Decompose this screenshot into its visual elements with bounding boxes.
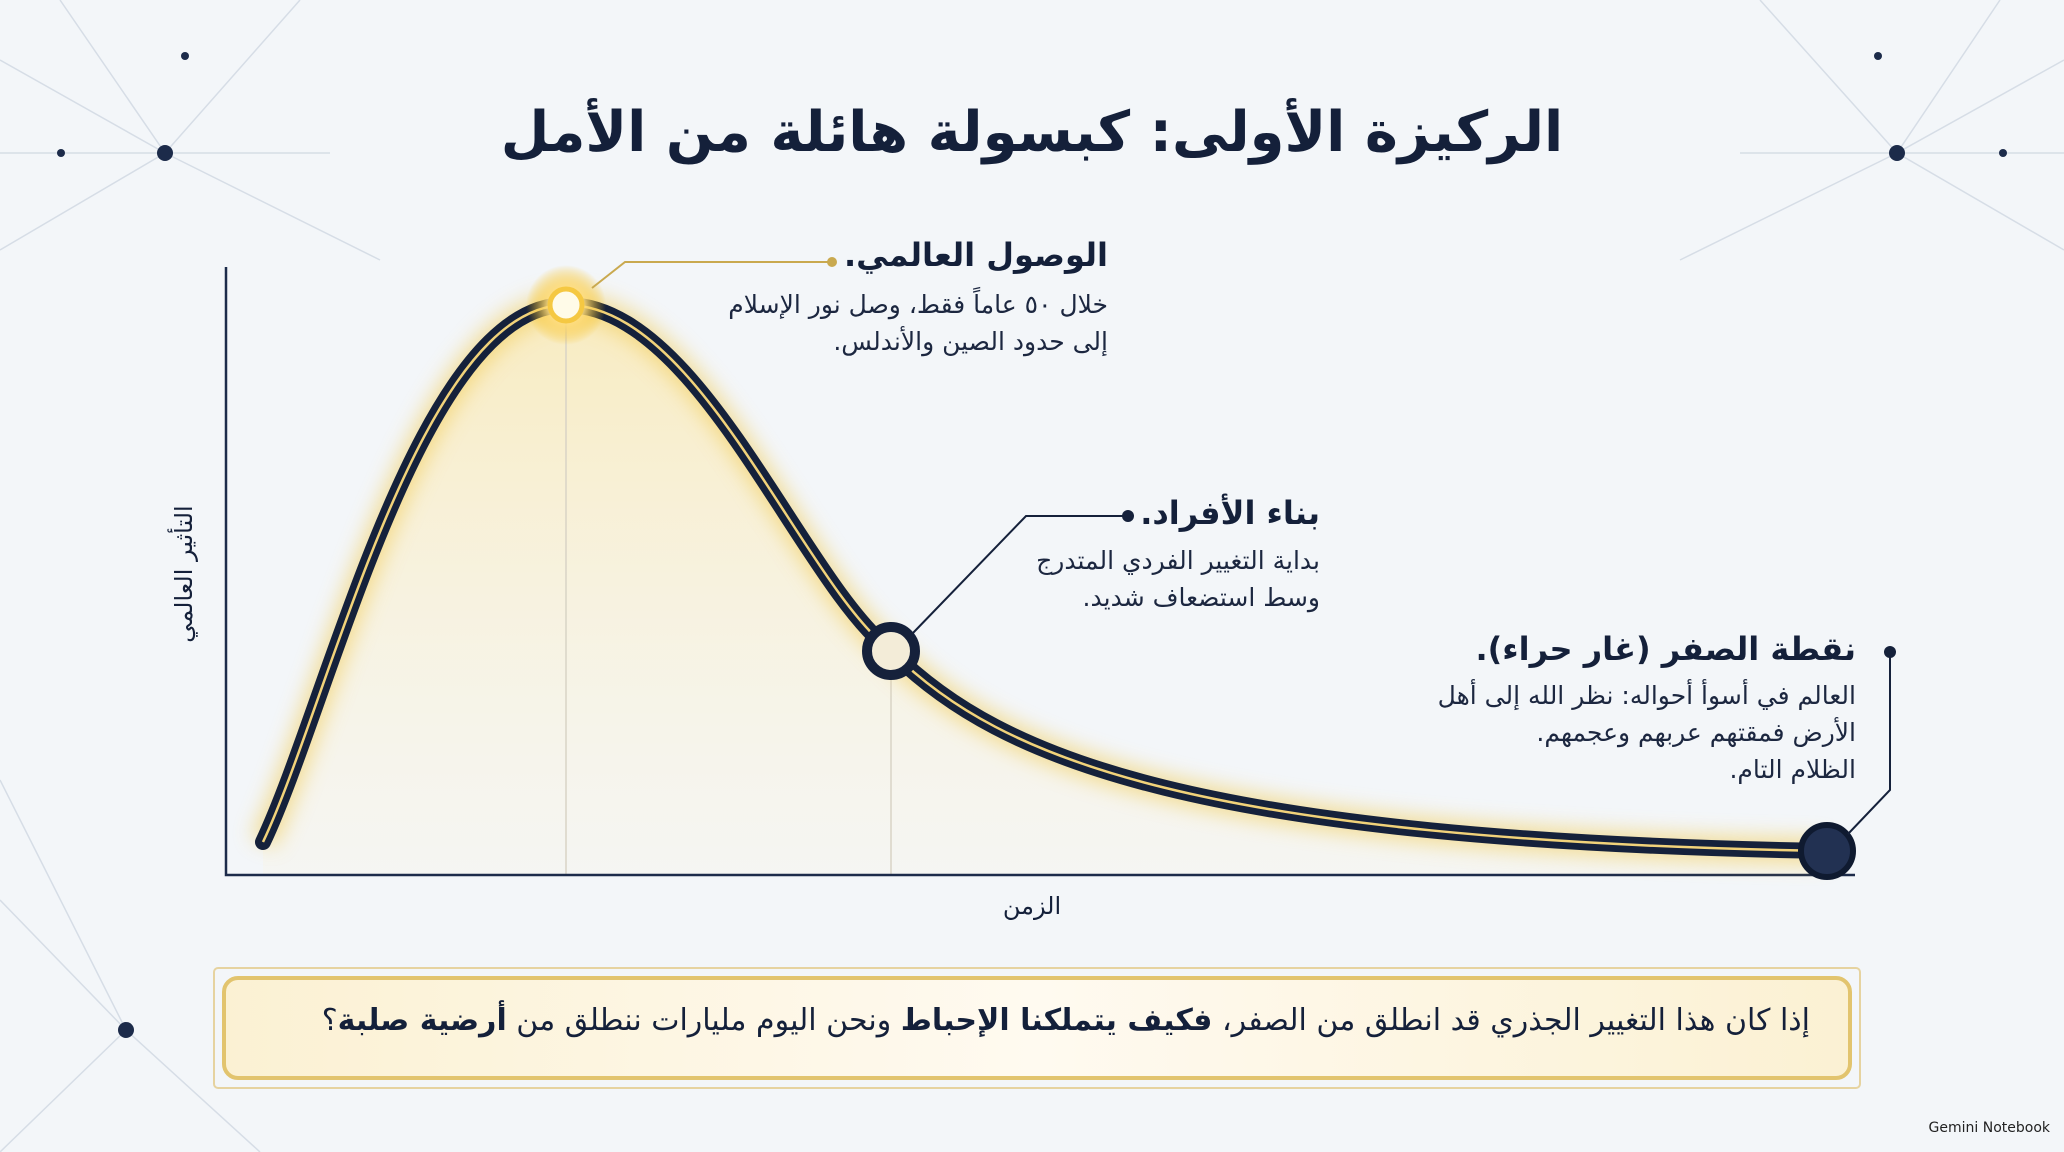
annotation-heading: بناء الأفراد. (1140, 494, 1320, 532)
connector-dot (1884, 646, 1896, 658)
annotation-text: بداية التغيير الفردي المتدرج وسط استضعاف … (1036, 542, 1320, 616)
y-axis-label: التأثير العالمي (170, 505, 198, 643)
start-point (1798, 822, 1856, 880)
title: الركيزة الأولى: كبسولة هائلة من الأمل (500, 100, 1564, 165)
axes (224, 267, 1855, 877)
banner-frame (222, 976, 1852, 1080)
banner-emphasis: فكيف يتملكنا الإحباط (900, 1003, 1213, 1038)
annotation-line: الظلام التام. (1729, 755, 1856, 784)
annotation-text: خلال ٥٠ عاماً فقط، وصل نور الإسلام إلى حد… (728, 286, 1108, 360)
annotation-line: إلى حدود الصين والأندلس. (833, 327, 1108, 356)
annotation-text: العالم في أسوأ أحواله: نظر الله إلى أهل ا… (1438, 677, 1856, 788)
watermark: Gemini Notebook (1928, 1120, 2050, 1136)
connector-dot (1122, 510, 1134, 522)
banner-part: إذا كان هذا التغيير الجذري قد انطلق من ا… (1212, 1003, 1810, 1038)
banner-text: إذا كان هذا التغيير الجذري قد انطلق من ا… (250, 1003, 1810, 1038)
connector (591, 261, 832, 289)
annotation-heading: الوصول العالمي. (844, 236, 1108, 274)
banner-emphasis: أرضية صلبة (337, 1003, 507, 1038)
annotation-line: بداية التغيير الفردي المتدرج (1036, 546, 1320, 575)
mid-point (862, 622, 920, 680)
annotation-line: العالم في أسوأ أحواله: نظر الله إلى أهل (1437, 681, 1856, 710)
annotation-line: وسط استضعاف شديد. (1082, 583, 1320, 612)
banner-part: ونحن اليوم مليارات ننطلق من (506, 1003, 901, 1038)
banner-part: ؟ (321, 1003, 338, 1038)
annotation-heading: نقطة الصفر (غار حراء). (1475, 630, 1857, 668)
curve-highlight (261, 303, 1828, 853)
curve-area (263, 305, 1827, 875)
x-axis-label: الزمن (1002, 892, 1062, 920)
annotation-line: الأرض فمقتهم عربهم وعجمهم. (1536, 718, 1856, 747)
connector-dot (827, 257, 837, 267)
peak-point (547, 286, 585, 324)
annotation-line: خلال ٥٠ عاماً فقط، وصل نور الإسلام (728, 290, 1108, 319)
connector (911, 515, 1891, 835)
decor-dots (57, 52, 2007, 1038)
banner-outer (213, 967, 1861, 1089)
